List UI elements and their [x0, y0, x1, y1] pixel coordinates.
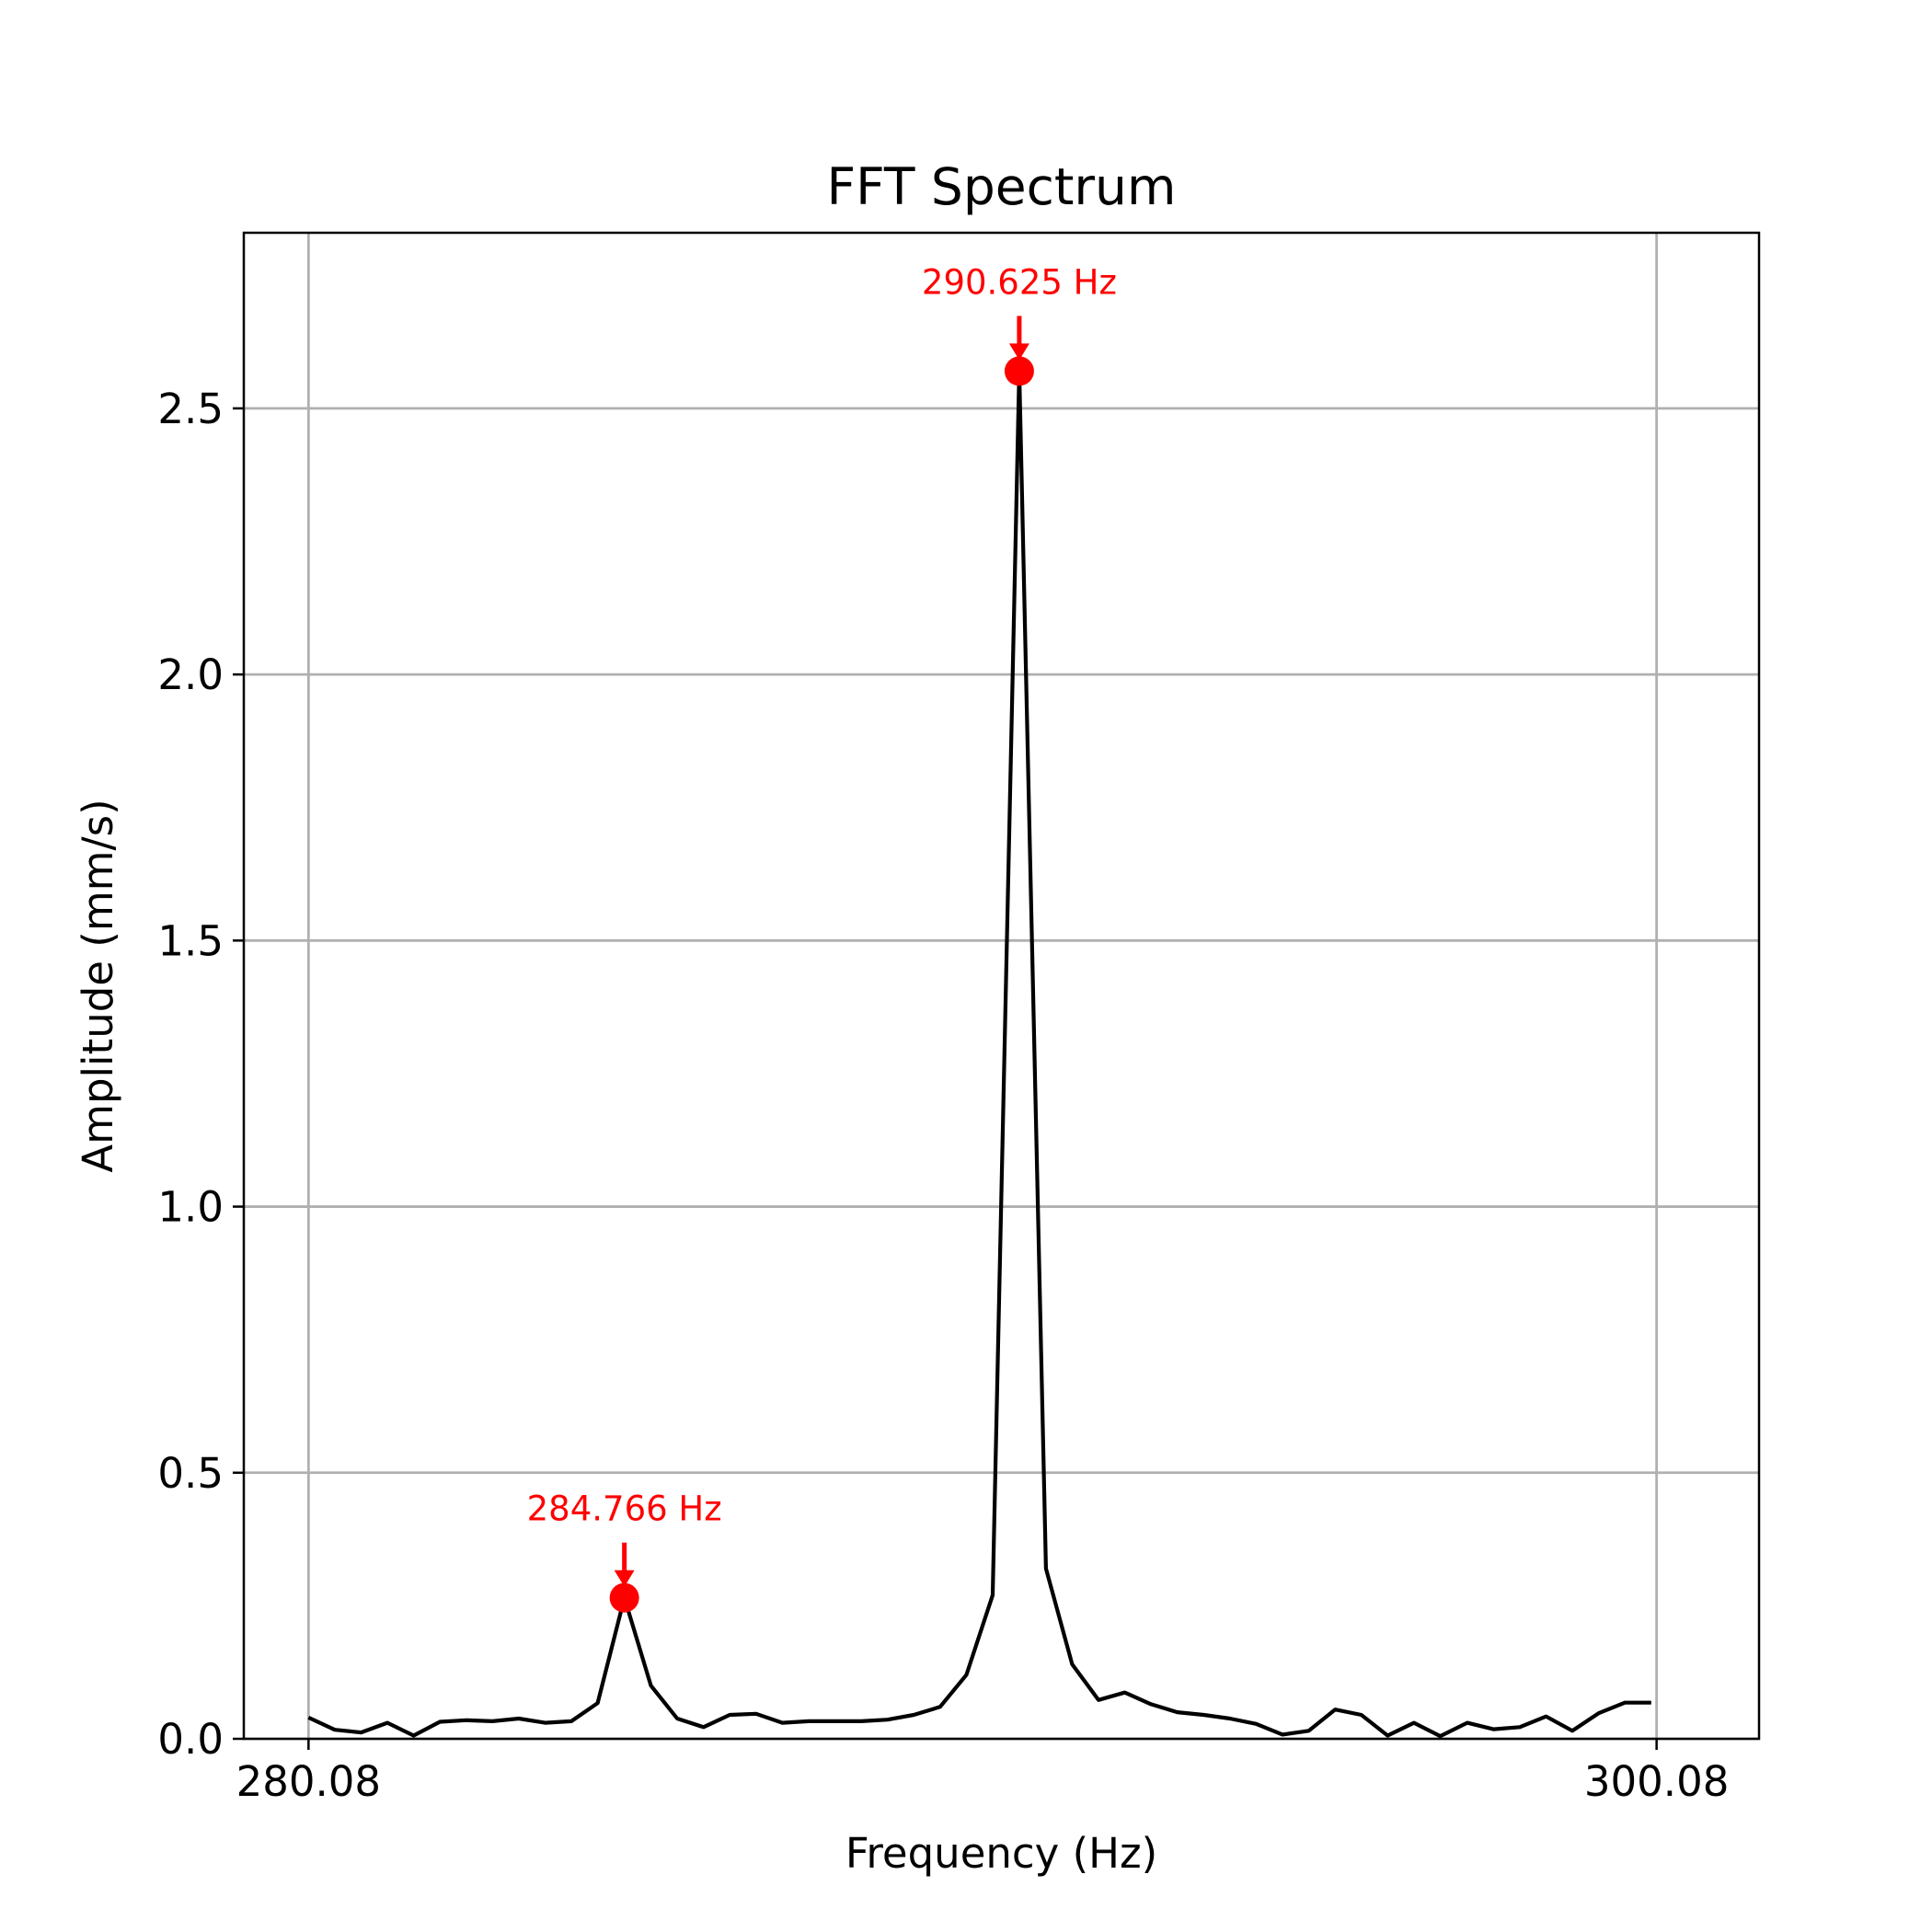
x-axis-label: Frequency (Hz) [845, 1829, 1157, 1878]
y-tick-label: 2.5 [157, 385, 224, 433]
peak-marker [609, 1582, 639, 1613]
peak-arrow-head [1008, 343, 1029, 361]
x-tick-label: 300.08 [1584, 1757, 1729, 1806]
spectrum-series-line [307, 369, 1651, 1739]
spectrum-line-layer [307, 369, 1651, 1739]
y-axis-label: Amplitude (mm/s) [74, 799, 122, 1172]
peak-marker [1004, 356, 1034, 386]
x-tick-label: 280.08 [236, 1757, 381, 1806]
y-tick-label: 2.0 [157, 650, 224, 699]
axis-ticks: 0.0 0.5 1.0 1.5 2.0 2.5 280.08 300.08 [157, 385, 1729, 1806]
peak-label: 290.625 Hz [922, 262, 1117, 302]
plot-area-frame [242, 231, 1761, 1741]
y-tick-label: 0.0 [157, 1715, 224, 1764]
chart-title: FFT Spectrum [827, 157, 1177, 216]
y-tick-label: 1.0 [157, 1183, 224, 1232]
peak-label: 284.766 Hz [527, 1489, 722, 1529]
peak-arrow-head [614, 1570, 635, 1587]
peak-annotations: 284.766 Hz 290.625 Hz [527, 262, 1117, 1613]
y-tick-label: 0.5 [157, 1449, 224, 1498]
y-tick-label: 1.5 [157, 916, 224, 965]
